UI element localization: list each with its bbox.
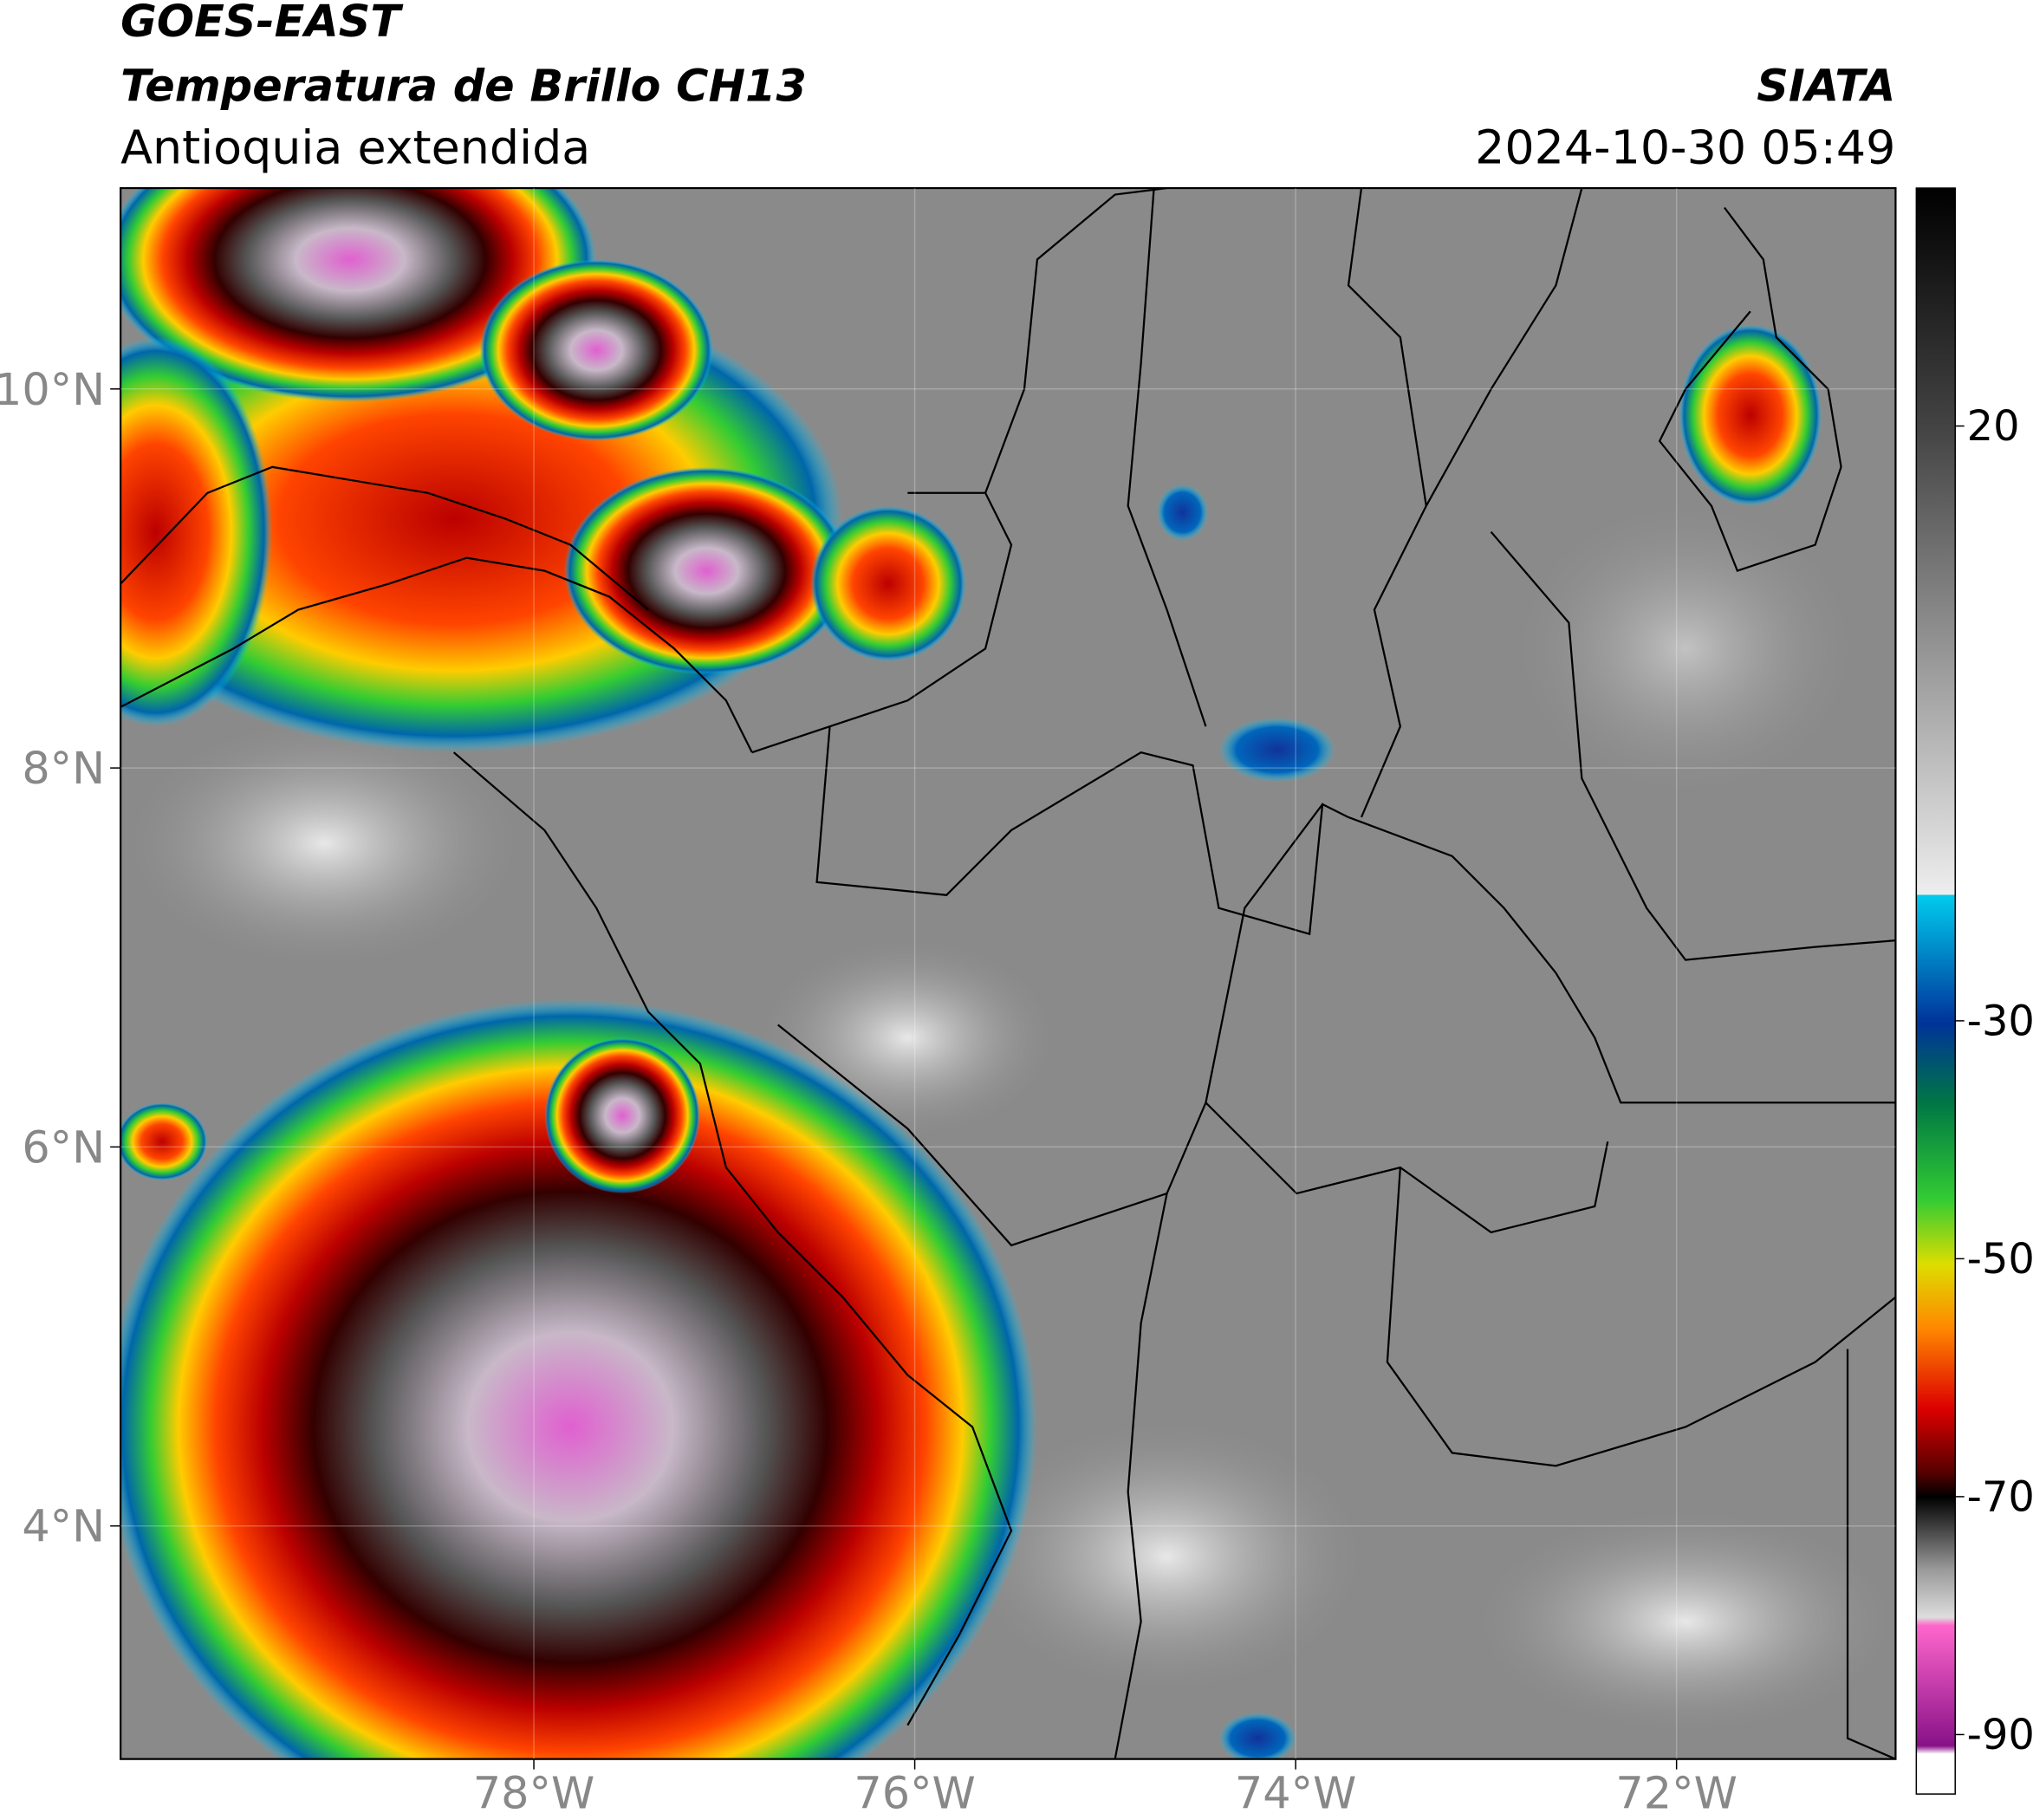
subtitle: Antioquia extendida (120, 120, 590, 175)
source: SIATA (1757, 61, 1895, 112)
y-tick-label: 8°N (22, 743, 105, 794)
y-tick-label: 10°N (0, 364, 105, 415)
colorbar-tick-label: -70 (1967, 1473, 2033, 1521)
datetime: 2024-10-30 05:49 (1475, 120, 1895, 175)
y-tick-label: 6°N (22, 1121, 105, 1173)
title: Temperatura de Brillo CH13 (120, 61, 807, 112)
colorbar-tick-label: -50 (1967, 1236, 2033, 1284)
title: GOES-EAST (120, 0, 404, 47)
colorbar-tick-label: 20 (1967, 403, 2020, 451)
colorbar-tick-label: -30 (1967, 998, 2033, 1045)
colorbar (1915, 187, 1956, 1795)
x-tick-label: 76°W (854, 1768, 975, 1819)
y-tick-label: 4°N (22, 1501, 105, 1552)
x-tick-label: 72°W (1615, 1768, 1737, 1819)
x-tick-label: 74°W (1235, 1768, 1356, 1819)
colorbar-tick-label: -90 (1967, 1712, 2033, 1759)
map-frame (120, 186, 1897, 1760)
map-image (120, 188, 1896, 1759)
x-tick-label: 78°W (473, 1768, 594, 1819)
